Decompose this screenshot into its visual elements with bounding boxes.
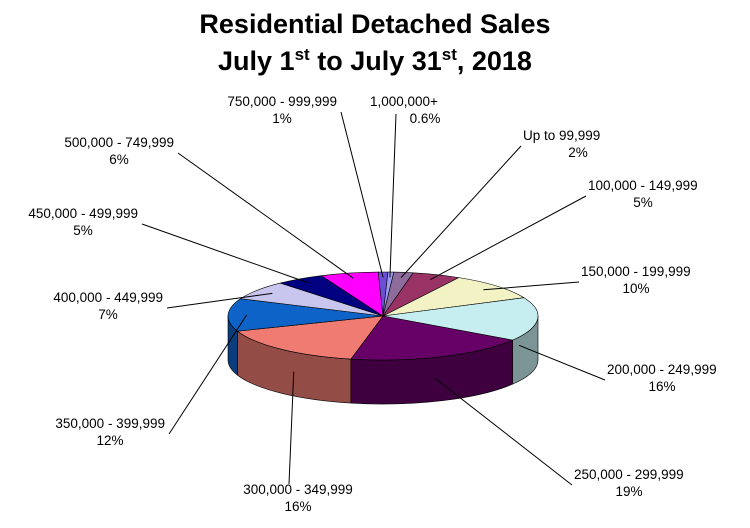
slice-label-pct-3: 16%	[648, 379, 675, 394]
slice-label-9: 500,000 - 749,999 6%	[64, 135, 174, 167]
leader-lines	[141, 111, 606, 486]
chart-title-line-1: Residential Detached Sales	[199, 9, 550, 39]
leader-line-10	[340, 111, 384, 278]
slice-label-range-0: Up to 99,999	[523, 128, 600, 143]
slice-label-0: Up to 99,999 2%	[523, 128, 600, 160]
leader-line-9	[177, 152, 354, 279]
slice-label-6: 350,000 - 399,999 12%	[55, 416, 165, 448]
chart-title-sup-2: st	[442, 45, 457, 64]
slice-label-pct-10: 1%	[272, 111, 292, 126]
chart-title-part-c: , 2018	[457, 46, 532, 76]
pie-slice-6	[227, 298, 384, 332]
slice-label-pct-4: 19%	[615, 484, 642, 499]
slice-label-3: 200,000 - 249,999 16%	[607, 362, 717, 394]
slice-label-pct-5: 16%	[284, 499, 311, 514]
pie-slices	[227, 271, 539, 361]
chart-title-part-b: to July 31	[310, 46, 442, 76]
slice-label-11: 1,000,000+ 0.6%	[370, 94, 440, 126]
leader-line-3	[518, 344, 606, 381]
slice-label-pct-11: 0.6%	[410, 111, 441, 126]
leader-line-7	[166, 292, 273, 309]
slice-label-pct-6: 12%	[96, 433, 123, 448]
slice-label-range-8: 450,000 - 499,999	[28, 206, 138, 221]
pie-slice-5	[237, 315, 384, 360]
slice-label-4: 250,000 - 299,999 19%	[574, 467, 684, 499]
slice-labels: Up to 99,999 2% 100,000 - 149,999 5% 150,000…	[28, 94, 716, 514]
leader-line-6	[168, 314, 248, 435]
slice-label-range-3: 200,000 - 249,999	[607, 362, 717, 377]
slice-label-7: 400,000 - 449,999 7%	[53, 290, 163, 322]
slice-label-10: 750,000 - 999,999 1%	[227, 94, 337, 126]
slice-label-pct-7: 7%	[98, 307, 118, 322]
leader-line-2	[483, 281, 580, 291]
slice-label-pct-1: 5%	[633, 195, 653, 210]
leader-line-0	[400, 145, 522, 278]
slice-label-range-1: 100,000 - 149,999	[588, 178, 698, 193]
pie-slice-3	[382, 297, 539, 341]
pie-slice-4	[350, 315, 513, 361]
slice-label-range-11: 1,000,000+	[370, 94, 438, 109]
slice-label-2: 150,000 - 199,999 10%	[581, 264, 691, 296]
chart-title-part-a: July 1	[218, 46, 295, 76]
slice-label-pct-8: 5%	[73, 223, 93, 238]
pie-sides	[227, 315, 539, 405]
pie-slice-2	[382, 277, 525, 317]
slice-label-range-5: 300,000 - 349,999	[243, 482, 353, 497]
slice-label-pct-9: 6%	[109, 152, 129, 167]
slice-label-pct-0: 2%	[568, 145, 588, 160]
slice-label-5: 300,000 - 349,999 16%	[243, 482, 353, 514]
slice-label-range-10: 750,000 - 999,999	[227, 94, 337, 109]
leader-line-8	[141, 223, 310, 284]
leader-line-11	[389, 113, 397, 278]
leader-line-4	[434, 377, 573, 486]
slice-label-range-2: 150,000 - 199,999	[581, 264, 691, 279]
slice-label-range-4: 250,000 - 299,999	[574, 467, 684, 482]
chart-title-line-2: July 1st to July 31st, 2018	[218, 45, 532, 76]
slice-label-1: 100,000 - 149,999 5%	[588, 178, 698, 210]
leader-line-1	[430, 195, 587, 281]
slice-label-8: 450,000 - 499,999 5%	[28, 206, 138, 238]
slice-label-range-7: 400,000 - 449,999	[53, 290, 163, 305]
slice-label-pct-2: 10%	[622, 281, 649, 296]
chart-title-sup-1: st	[295, 45, 310, 64]
pie-slice-11	[382, 271, 395, 317]
slice-label-range-6: 350,000 - 399,999	[55, 416, 165, 431]
slice-label-range-9: 500,000 - 749,999	[64, 135, 174, 150]
leader-line-5	[288, 371, 295, 485]
